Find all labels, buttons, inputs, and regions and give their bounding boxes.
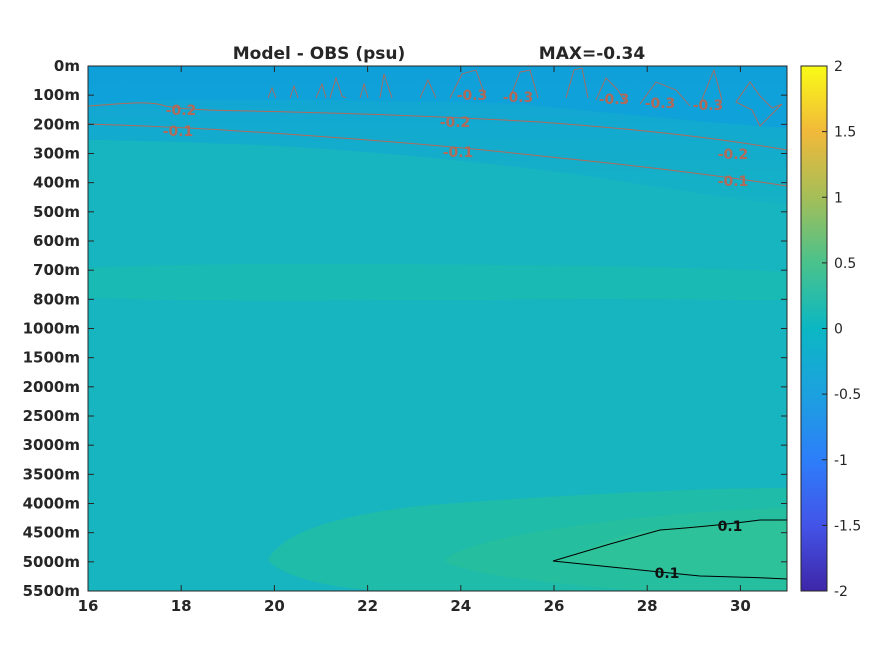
colorbar-tick-label: 1.5	[834, 125, 856, 141]
plot-area: -0.2 -0.1 -0.3 -0.3 -0.3 -0.3 -0.3 -0.2 …	[88, 66, 787, 591]
y-tick-label: 400m	[33, 174, 80, 192]
chart-subtitle: MAX=-0.34	[539, 44, 646, 64]
y-tick-label: 3500m	[23, 465, 80, 483]
contour-label: -0.2	[166, 103, 197, 119]
y-tick-label: 2000m	[23, 378, 80, 396]
colorbar-tick-label: 1	[834, 190, 843, 206]
contour-line-pos-0.1	[552, 519, 787, 580]
x-tick-label: 16	[78, 597, 99, 615]
y-tick-label: 200m	[33, 115, 80, 133]
contour-label: -0.3	[645, 96, 676, 112]
contour-label: -0.3	[457, 88, 488, 104]
colorbar-tick-label: -1.5	[834, 518, 861, 534]
contour-label: -0.1	[718, 174, 749, 190]
contour-label: -0.3	[599, 92, 630, 108]
colorbar-tick-label: -0.5	[834, 387, 861, 403]
colorbar-ticks: 2 1.5 1 0.5 0 -0.5 -1 -1.5 -2	[822, 59, 861, 600]
y-tick-label: 3000m	[23, 436, 80, 454]
x-axis: 16 18 20 22 24 26 28 30	[78, 66, 751, 615]
y-tick-label: 4000m	[23, 495, 80, 513]
x-tick-label: 22	[357, 597, 378, 615]
y-tick-label: 300m	[33, 145, 80, 163]
colorbar-tick-label: 2	[834, 59, 843, 75]
y-tick-label: 100m	[33, 86, 80, 104]
y-tick-label: 500m	[33, 203, 80, 221]
x-tick-label: 20	[264, 597, 285, 615]
y-tick-label: 4500m	[23, 524, 80, 542]
x-tick-label: 26	[544, 597, 565, 615]
y-tick-label: 600m	[33, 232, 80, 250]
contour-line-neg-0.2	[88, 102, 787, 151]
contour-label: -0.1	[163, 124, 194, 140]
colorbar-tick-label: 0	[834, 322, 843, 338]
contour-label: -0.3	[503, 90, 534, 106]
y-tick-label: 2500m	[23, 407, 80, 425]
contour-label: -0.2	[718, 147, 749, 163]
mid-band	[88, 264, 787, 301]
colorbar-tick-label: 0.5	[834, 256, 856, 272]
y-tick-label: 5500m	[23, 582, 80, 600]
contour-label: -0.3	[693, 98, 724, 114]
contour-label: -0.2	[440, 115, 471, 131]
y-tick-label: 0m	[54, 57, 80, 75]
y-tick-label: 1500m	[23, 349, 80, 367]
y-axis: 0m 100m 200m 300m 400m 500m 600m 700m 800m 1000m 1…	[23, 57, 787, 600]
y-tick-label: 5000m	[23, 553, 80, 571]
contour-label: 0.1	[655, 566, 680, 582]
x-tick-label: 24	[450, 597, 471, 615]
colorbar-tick-label: -1	[834, 453, 848, 469]
y-tick-label: 1000m	[23, 320, 80, 338]
chart-title: Model - OBS (psu)	[233, 44, 406, 64]
x-tick-label: 18	[171, 597, 192, 615]
x-tick-label: 30	[730, 597, 751, 615]
bottom-peak	[555, 520, 787, 580]
contour-line-neg-0.1	[88, 123, 787, 187]
contour-label: -0.1	[443, 145, 474, 161]
contour-label: 0.1	[718, 519, 743, 535]
x-tick-label: 28	[637, 597, 658, 615]
contour-line-neg-0.3	[267, 67, 783, 127]
y-tick-label: 800m	[33, 290, 80, 308]
y-tick-label: 700m	[33, 261, 80, 279]
colorbar-tick-label: -2	[834, 584, 848, 600]
surface-core	[88, 66, 787, 128]
